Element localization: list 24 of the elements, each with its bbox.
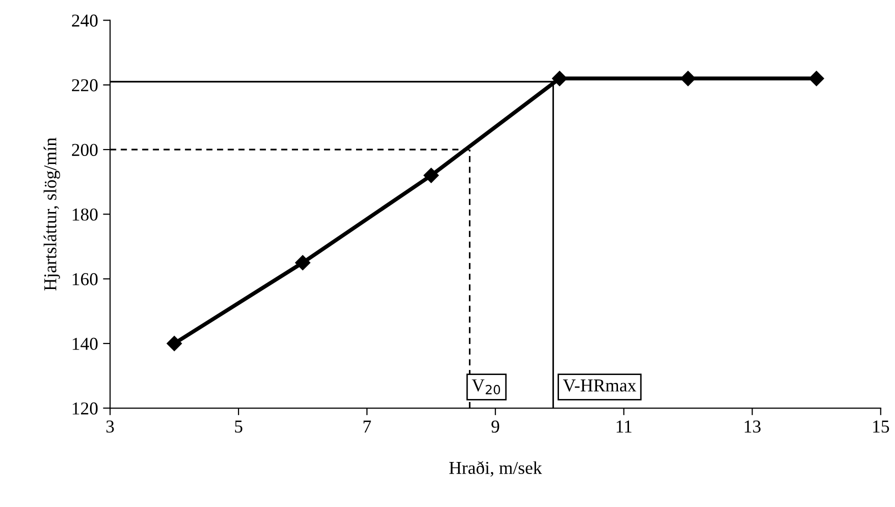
ref-line-label: V$_{20}$ bbox=[472, 379, 500, 394]
point bbox=[295, 255, 310, 270]
x-axis-title: Hraði, m/sek bbox=[449, 461, 542, 477]
x-tick-label: 7 bbox=[364, 420, 371, 432]
y-axis-title: Hjartsláttur, slög/mín bbox=[44, 138, 60, 291]
y-tick-label: 220 bbox=[72, 79, 98, 92]
y-tick-label: 120 bbox=[72, 402, 98, 415]
x-tick-label: 9 bbox=[491, 420, 500, 433]
y-tick-label: 200 bbox=[72, 144, 98, 156]
ref-line-label: V-HRmax bbox=[563, 380, 636, 392]
y-tick-label: 140 bbox=[72, 338, 98, 350]
y-tick-label: 240 bbox=[72, 14, 98, 27]
point bbox=[166, 336, 182, 352]
point bbox=[424, 168, 439, 183]
y-tick-label: 160 bbox=[72, 273, 98, 286]
x-tick-label: 11 bbox=[616, 420, 632, 432]
point bbox=[680, 70, 696, 86]
y-tick-label: 180 bbox=[72, 208, 98, 221]
point bbox=[808, 70, 824, 86]
x-tick-label: 13 bbox=[744, 420, 761, 433]
point bbox=[552, 70, 568, 86]
x-tick-label: 15 bbox=[873, 420, 889, 433]
x-tick-label: 5 bbox=[235, 420, 242, 433]
x-tick-label: 3 bbox=[106, 420, 114, 433]
